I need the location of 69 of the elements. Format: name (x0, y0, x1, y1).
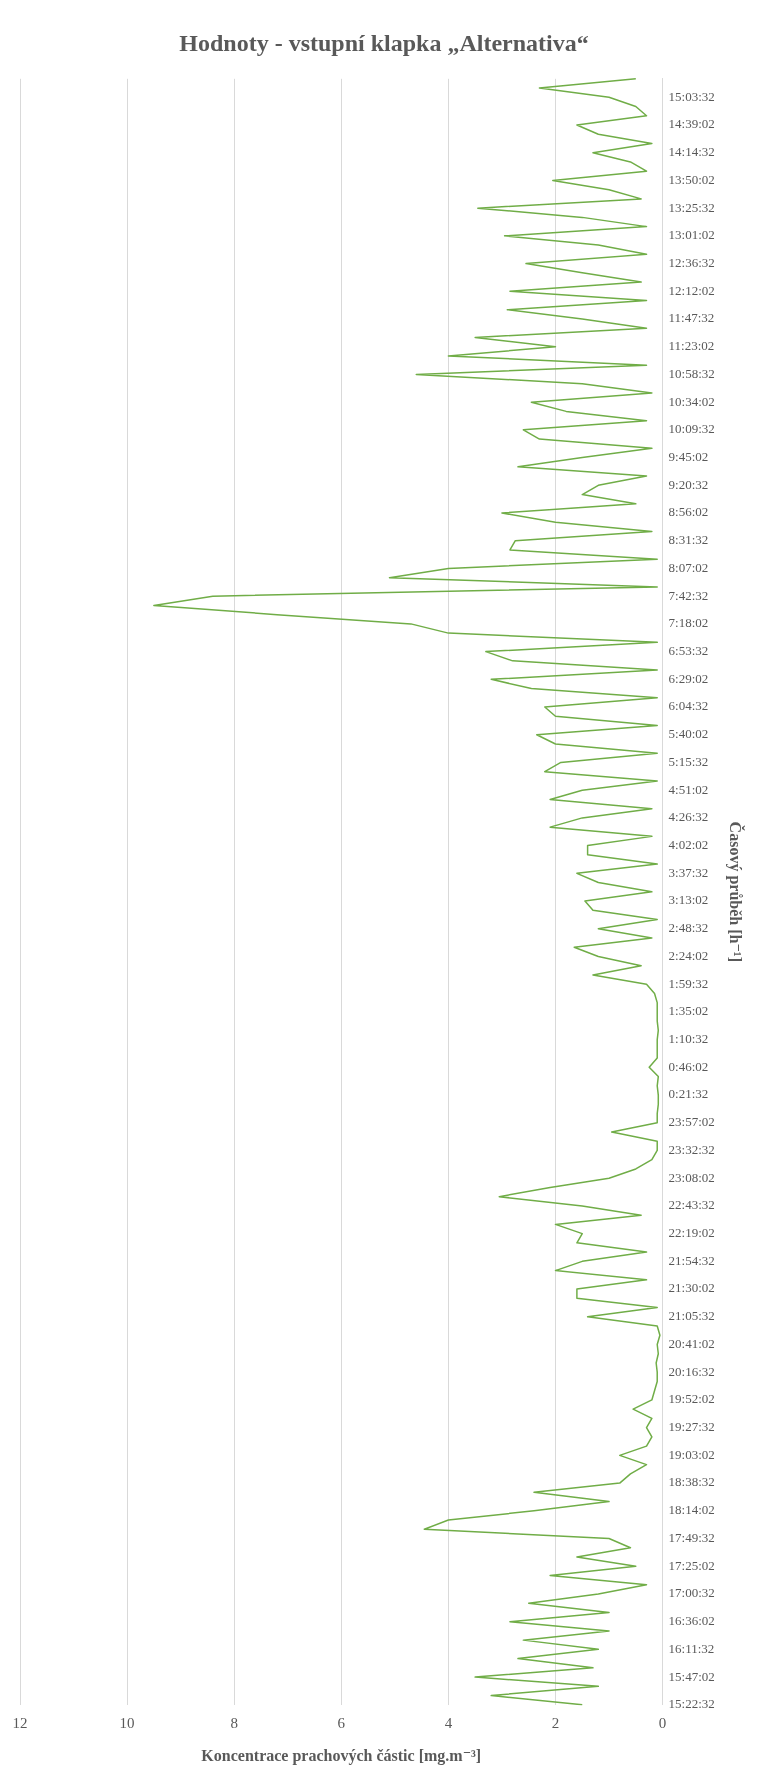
y-tick-label: 10:58:32 (668, 365, 715, 381)
y-tick-label: 18:38:32 (668, 1474, 715, 1490)
y-tick-label: 4:02:02 (668, 837, 709, 853)
y-tick-label: 1:35:02 (668, 1003, 709, 1019)
y-tick-label: 6:04:32 (668, 698, 709, 714)
y-tick-label: 23:08:02 (668, 1169, 715, 1185)
y-tick-label: 11:23:02 (668, 338, 715, 354)
y-tick-label: 6:53:32 (668, 643, 709, 659)
y-tick-label: 21:05:32 (668, 1308, 715, 1324)
x-tick-label: 0 (658, 1714, 667, 1731)
y-tick-label: 13:50:02 (668, 171, 715, 187)
y-tick-label: 15:47:02 (668, 1668, 715, 1684)
y-tick-label: 20:16:32 (668, 1363, 715, 1379)
y-tick-label: 0:21:32 (668, 1086, 709, 1102)
y-tick-label: 20:41:02 (668, 1335, 715, 1351)
x-tick-label: 10 (119, 1714, 135, 1731)
y-tick-label: 12:36:32 (668, 254, 715, 270)
y-tick-label: 19:27:32 (668, 1419, 715, 1435)
x-tick-label: 8 (230, 1714, 238, 1731)
x-tick-label: 6 (337, 1714, 346, 1731)
y-tick-label: 13:25:32 (668, 199, 715, 215)
y-tick-label: 23:32:32 (668, 1141, 715, 1157)
y-tick-label: 12:12:02 (668, 282, 715, 298)
y-tick-label: 21:30:02 (668, 1280, 715, 1296)
y-tick-label: 8:31:32 (668, 532, 709, 548)
y-tick-label: 16:11:32 (668, 1640, 715, 1656)
y-tick-label: 13:01:02 (668, 227, 715, 243)
y-tick-label: 10:34:02 (668, 393, 715, 409)
y-tick-label: 14:14:32 (668, 144, 715, 160)
y-tick-label: 9:45:02 (668, 449, 709, 465)
y-tick-label: 7:18:02 (668, 615, 709, 631)
y-tick-label: 21:54:32 (668, 1252, 715, 1268)
y-tick-label: 8:07:02 (668, 559, 709, 575)
y-tick-label: 5:40:02 (668, 726, 709, 742)
y-tick-label: 14:39:02 (668, 116, 715, 132)
y-tick-label: 6:29:02 (668, 670, 709, 686)
y-tick-label: 0:46:02 (668, 1058, 709, 1074)
y-tick-label: 15:22:32 (668, 1696, 715, 1712)
y-tick-label: 11:47:32 (668, 310, 715, 326)
y-tick-label: 2:24:02 (668, 947, 709, 963)
y-tick-label: 17:25:02 (668, 1557, 715, 1573)
y-tick-label: 18:14:02 (668, 1502, 715, 1518)
y-tick-label: 22:19:02 (668, 1225, 715, 1241)
y-tick-label: 8:56:02 (668, 504, 709, 520)
chart-title: Hodnoty - vstupní klapka „Alternativa“ (179, 29, 589, 56)
y-tick-label: 9:20:32 (668, 476, 709, 492)
y-tick-label: 1:10:32 (668, 1031, 709, 1047)
y-tick-label: 22:43:32 (668, 1197, 715, 1213)
y-tick-label: 17:49:32 (668, 1529, 715, 1545)
y-axis-title: Časový průběh [h⁻¹] (726, 821, 746, 962)
x-tick-label: 2 (551, 1714, 560, 1731)
x-axis-title: Koncentrace prachových částic [mg.m⁻³] (201, 1746, 482, 1765)
y-tick-label: 3:37:32 (668, 864, 709, 880)
y-tick-label: 17:00:32 (668, 1585, 715, 1601)
y-tick-label: 2:48:32 (668, 920, 709, 936)
y-tick-label: 4:51:02 (668, 781, 709, 797)
y-tick-label: 23:57:02 (668, 1114, 715, 1130)
y-tick-label: 1:59:32 (668, 975, 709, 991)
y-tick-label: 15:03:32 (668, 88, 715, 104)
y-tick-label: 16:36:02 (668, 1613, 715, 1629)
y-tick-label: 4:26:32 (668, 809, 709, 825)
x-tick-label: 12 (12, 1714, 28, 1731)
y-tick-label: 5:15:32 (668, 753, 709, 769)
y-tick-label: 3:13:02 (668, 892, 709, 908)
y-tick-label: 19:52:02 (668, 1391, 715, 1407)
y-tick-label: 10:09:32 (668, 421, 715, 437)
x-tick-label: 4 (444, 1714, 453, 1731)
y-tick-label: 7:42:32 (668, 587, 709, 603)
y-tick-label: 19:03:02 (668, 1446, 715, 1462)
